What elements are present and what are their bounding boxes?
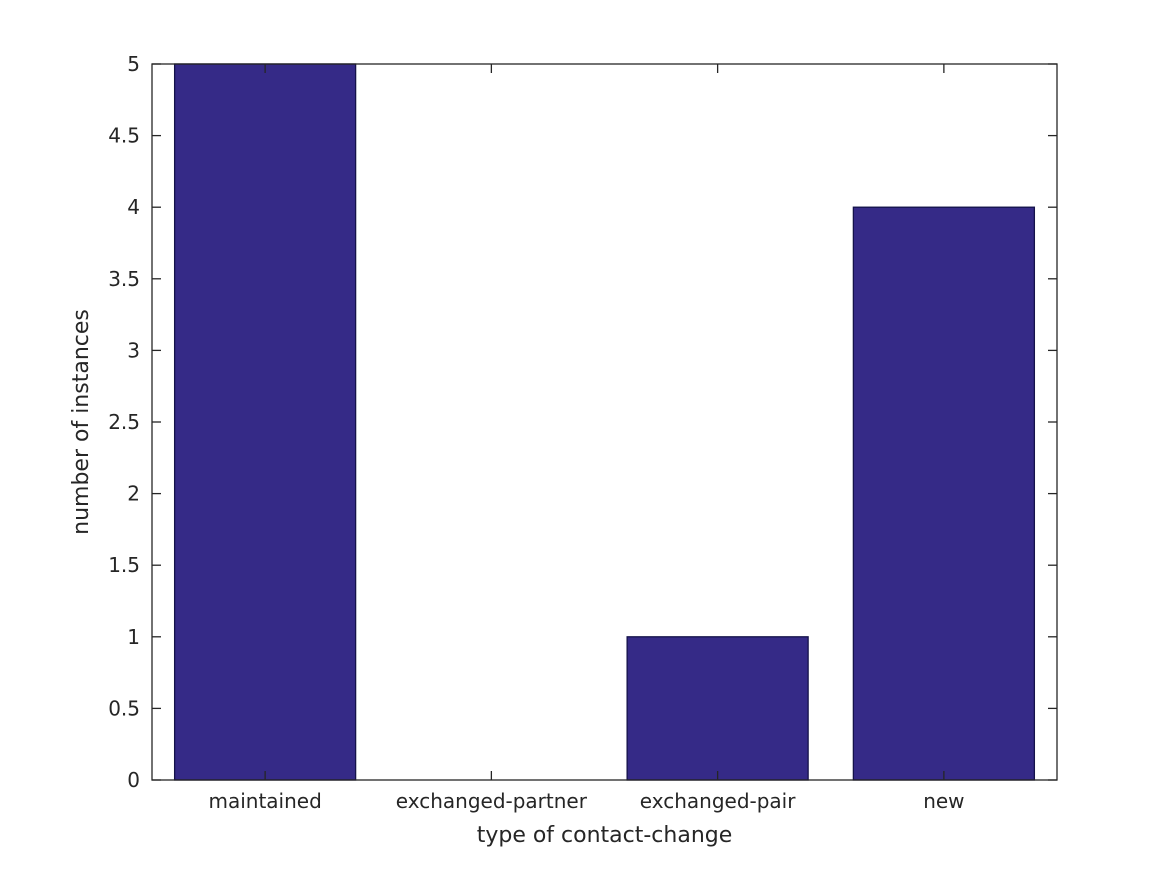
x-axis-label: type of contact-change — [477, 823, 733, 848]
y-axis-label: number of instances — [69, 309, 94, 535]
y-tick-label: 3 — [127, 338, 140, 362]
y-tick-label: 0 — [127, 768, 140, 792]
y-tick-label: 4 — [127, 195, 140, 219]
x-tick-label: maintained — [208, 789, 321, 813]
x-tick-label: new — [923, 789, 964, 813]
y-tick-label: 1 — [127, 625, 140, 649]
bar-exchanged-pair — [626, 636, 809, 781]
y-tick-label: 2.5 — [108, 410, 140, 434]
y-tick-label: 3.5 — [108, 267, 140, 291]
y-tick-label: 1.5 — [108, 553, 140, 577]
y-tick-label: 4.5 — [108, 124, 140, 148]
x-tick-label: exchanged-pair — [640, 789, 796, 813]
y-tick-label: 0.5 — [108, 696, 140, 720]
y-tick-label: 5 — [127, 52, 140, 76]
x-tick-label: exchanged-partner — [396, 789, 588, 813]
y-tick-label: 2 — [127, 482, 140, 506]
bar-new — [852, 206, 1036, 781]
bar-maintained — [173, 63, 357, 781]
